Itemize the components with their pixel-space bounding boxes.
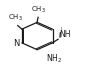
Text: CH$_3$: CH$_3$: [31, 5, 46, 15]
Text: NH: NH: [59, 30, 70, 39]
Text: CH$_3$: CH$_3$: [8, 13, 23, 23]
Text: N: N: [13, 39, 20, 48]
Text: NH$_2$: NH$_2$: [46, 53, 62, 65]
Text: I: I: [60, 27, 61, 31]
